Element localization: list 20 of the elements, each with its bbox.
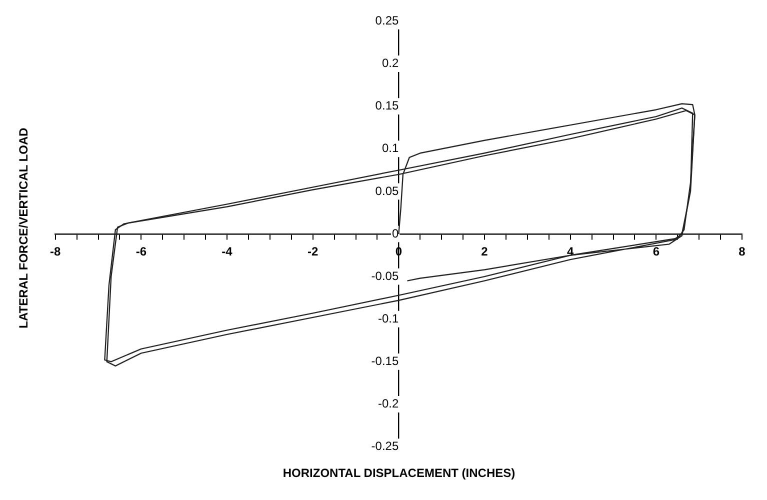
x-tick-label: 2: [481, 244, 488, 259]
y-tick-label: -0.25: [371, 439, 399, 454]
y-tick-label: -0.1: [378, 311, 399, 326]
y-tick-label: 0.2: [382, 56, 399, 70]
y-tick-label: -0.2: [378, 396, 399, 411]
x-tick-label: -6: [136, 244, 147, 259]
y-tick-label: 0.25: [375, 14, 399, 28]
y-tick-label: -0.15: [371, 354, 399, 368]
y-axis-title: LATERAL FORCE/VERTICAL LOAD: [16, 128, 30, 328]
y-tick-label: 0.1: [382, 141, 399, 156]
y-tick-label: -0.05: [371, 268, 399, 283]
x-tick-label: -2: [308, 244, 318, 259]
x-tick-label: -4: [222, 244, 233, 259]
x-axis-title: HORIZONTAL DISPLACEMENT (INCHES): [282, 466, 516, 480]
x-tick-label: 6: [652, 244, 660, 259]
y-tick-label: 0: [392, 226, 399, 240]
y-tick-label: 0.05: [375, 184, 399, 198]
x-tick-label: -8: [50, 244, 61, 259]
y-tick-label: 0.15: [375, 98, 399, 113]
x-tick-label: 8: [738, 244, 746, 259]
